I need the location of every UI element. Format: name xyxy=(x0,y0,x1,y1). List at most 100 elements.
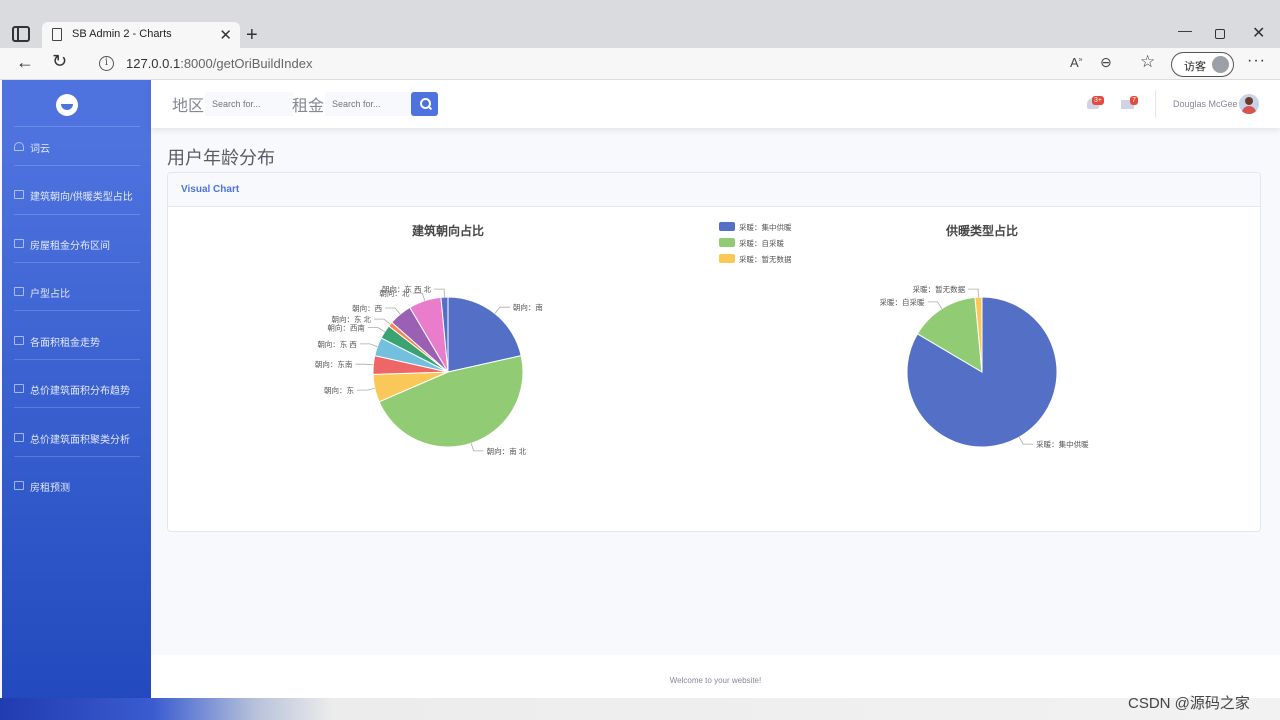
table-icon xyxy=(14,433,24,442)
sidebar-item-label: 房租预测 xyxy=(30,483,70,494)
sidebar-item-label: 词云 xyxy=(30,144,50,155)
sidebar-item-layout[interactable]: 户型占比 xyxy=(14,283,144,303)
sidebar-item-wordcloud[interactable]: 词云 xyxy=(14,138,144,158)
region-search-input[interactable] xyxy=(205,92,293,116)
search-button[interactable] xyxy=(411,92,438,116)
legend-label: 采暖：自采暖 xyxy=(739,238,784,248)
pie-label-line xyxy=(434,288,445,298)
rent-search-input[interactable] xyxy=(325,92,413,116)
pie-label-line xyxy=(357,388,375,391)
sidebar-item-price-area-trend[interactable]: 总价建筑面积分布趋势 xyxy=(14,380,144,400)
video-bottom-strip xyxy=(0,698,1280,720)
pie-label: 朝向：东 西 xyxy=(317,339,357,349)
sidebar-item-price-area-cluster[interactable]: 总价建筑面积聚类分析 xyxy=(14,429,144,449)
user-avatar[interactable] xyxy=(1239,94,1259,114)
pie-label: 朝向：东 xyxy=(324,385,354,395)
user-name[interactable]: Douglas McGee xyxy=(1173,99,1238,109)
page: 词云 建筑朝向/供暖类型占比 房屋租金分布区间 户型占比 各面积租金走势 总价建… xyxy=(0,80,1280,698)
sidebar-divider xyxy=(14,262,140,263)
new-tab-icon[interactable]: + xyxy=(246,24,258,46)
topbar-divider xyxy=(1155,90,1156,118)
rent-label: 租金 xyxy=(292,98,325,115)
pie-label-line xyxy=(367,327,385,333)
brand-logo-icon[interactable] xyxy=(56,94,78,116)
pie-label-line xyxy=(355,363,374,366)
table-icon xyxy=(14,287,24,296)
pie-label-line xyxy=(494,306,510,314)
url-field[interactable]: 127.0.0.1:8000/getOriBuildIndex xyxy=(126,56,312,71)
minimize-icon[interactable]: — xyxy=(1178,22,1192,38)
pie-slice[interactable] xyxy=(447,296,522,373)
legend-swatch[interactable] xyxy=(719,254,735,263)
favorites-icon[interactable]: ☆ xyxy=(1140,52,1156,71)
card-header: Visual Chart xyxy=(168,173,1260,207)
zoom-icon[interactable]: ⊖ xyxy=(1100,54,1112,70)
legend-label: 采暖：集中供暖 xyxy=(739,222,792,232)
card-title: Visual Chart xyxy=(181,184,240,195)
topbar: 地区 租金 3+ 7 Douglas McGee xyxy=(151,80,1280,128)
pie-label-line xyxy=(385,307,401,315)
page-icon xyxy=(52,28,62,41)
table-icon xyxy=(14,336,24,345)
pie-label: 朝向：南 xyxy=(513,302,543,312)
pie-label-line xyxy=(1018,436,1034,445)
browser-tab[interactable]: SB Admin 2 - Charts ✕ xyxy=(42,22,240,48)
sidebar-item-orientation-heating[interactable]: 建筑朝向/供暖类型占比 xyxy=(14,186,144,206)
pie-label: 朝向：西南 xyxy=(327,323,365,333)
tab-actions-icon[interactable] xyxy=(12,26,30,42)
dashboard-icon xyxy=(14,142,24,151)
sidebar-divider xyxy=(14,407,140,408)
pie-label-line xyxy=(470,443,484,452)
sidebar-item-rent-prediction[interactable]: 房租预测 xyxy=(14,477,144,497)
pie-label: 朝向：东 西 北 xyxy=(382,284,432,294)
url-host: 127.0.0.1 xyxy=(126,56,181,71)
sidebar-item-label: 各面积租金走势 xyxy=(30,338,100,349)
pie-label-line xyxy=(374,318,391,325)
table-icon xyxy=(14,384,24,393)
sidebar-divider xyxy=(14,126,140,127)
pie-label: 朝向：东 北 xyxy=(331,314,371,324)
sidebar-item-area-rent-trend[interactable]: 各面积租金走势 xyxy=(14,332,144,352)
tab-title: SB Admin 2 - Charts xyxy=(72,28,172,40)
page-title: 用户年龄分布 xyxy=(167,148,275,168)
region-label: 地区 xyxy=(172,98,205,115)
pie-label: 朝向：南 北 xyxy=(487,446,527,456)
address-bar: ← ↻ i 127.0.0.1:8000/getOriBuildIndex A»… xyxy=(0,48,1280,80)
watermark: CSDN @源码之家 xyxy=(1128,695,1250,712)
chart-area-icon xyxy=(14,190,24,199)
alerts-badge: 3+ xyxy=(1092,96,1104,105)
pie-label-line xyxy=(412,292,426,301)
sidebar-item-label: 户型占比 xyxy=(30,289,70,300)
envelope-icon[interactable] xyxy=(1121,100,1134,109)
pie-label-line xyxy=(359,343,378,347)
profile-label: 访客 xyxy=(1184,61,1206,73)
legend-swatch[interactable] xyxy=(719,222,735,231)
restore-icon[interactable] xyxy=(1215,29,1225,39)
legend-swatch[interactable] xyxy=(719,238,735,247)
pie-label-line xyxy=(927,301,943,309)
profile-button[interactable]: 访客 xyxy=(1171,52,1234,77)
read-aloud-icon[interactable]: A» xyxy=(1070,55,1083,70)
reload-icon[interactable]: ↻ xyxy=(52,51,68,71)
site-info-icon[interactable]: i xyxy=(99,56,114,71)
sidebar-item-rent-range[interactable]: 房屋租金分布区间 xyxy=(14,235,144,255)
pie-label: 采暖：暂无数据 xyxy=(913,284,966,294)
back-icon[interactable]: ← xyxy=(16,52,34,72)
sidebar-divider xyxy=(14,214,140,215)
sidebar-divider xyxy=(14,456,140,457)
pie-label-line xyxy=(968,288,979,298)
pie-label: 朝向：西 xyxy=(352,303,382,313)
footer: Welcome to your website! xyxy=(151,655,1280,698)
chart-title: 供暖类型占比 xyxy=(945,223,1018,238)
sidebar-item-label: 建筑朝向/供暖类型占比 xyxy=(30,192,133,203)
more-options-icon[interactable]: ··· xyxy=(1247,52,1266,69)
chart-title: 建筑朝向占比 xyxy=(411,223,484,238)
legend-label: 采暖：暂无数据 xyxy=(739,254,792,264)
pie-slice[interactable] xyxy=(378,355,524,448)
close-window-icon[interactable]: ✕ xyxy=(1252,25,1266,42)
sidebar: 词云 建筑朝向/供暖类型占比 房屋租金分布区间 户型占比 各面积租金走势 总价建… xyxy=(2,80,151,698)
pie-label: 朝向：东南 xyxy=(315,359,353,369)
pie-label: 采暖：集中供暖 xyxy=(1036,439,1089,449)
close-tab-icon[interactable]: ✕ xyxy=(219,27,232,44)
